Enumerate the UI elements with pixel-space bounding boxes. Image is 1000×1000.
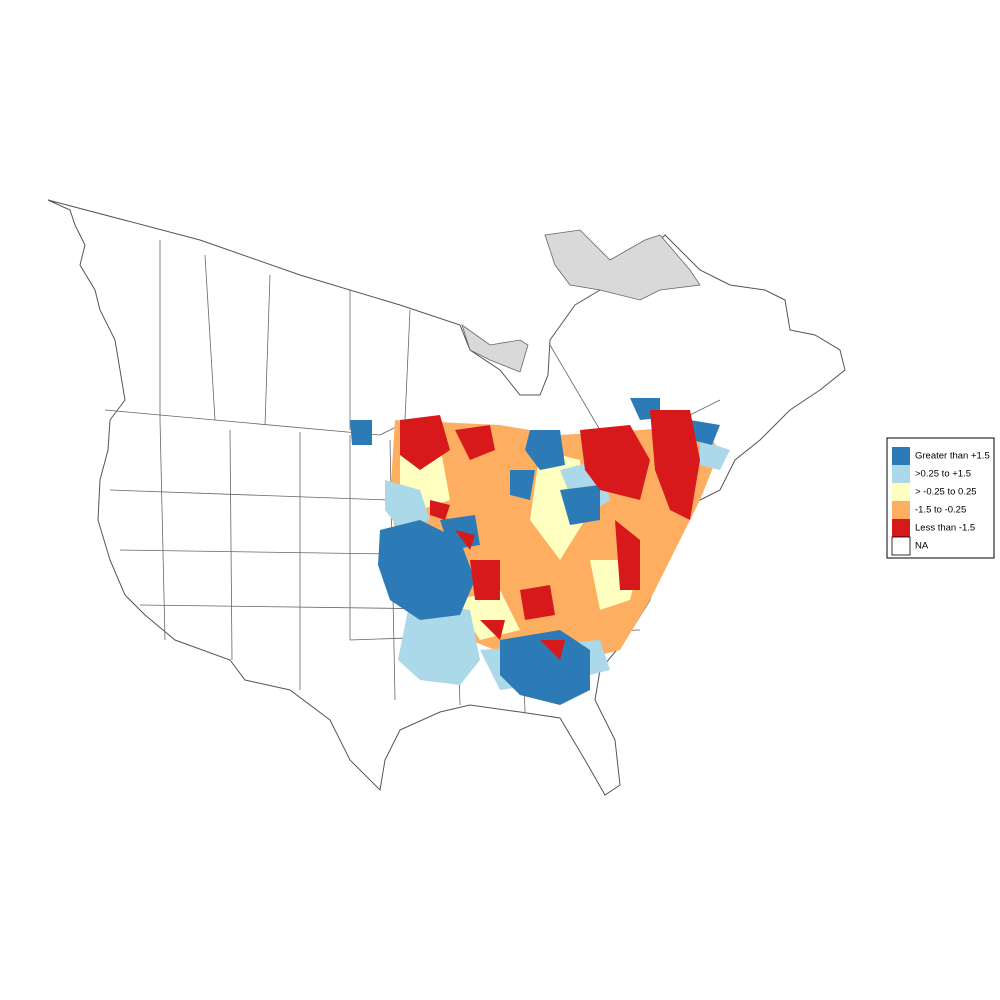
legend-swatch [892,483,910,501]
na-region [544,229,701,301]
legend-label: NA [915,541,929,552]
na-region [461,323,529,373]
legend-label: >0.25 to +1.5 [915,469,971,480]
data-cells [350,398,730,705]
legend-label: -1.5 to -0.25 [915,505,966,516]
legend-label: Greater than +1.5 [915,451,990,462]
legend: Greater than +1.5 >0.25 to +1.5 > -0.25 to… [886,437,995,559]
legend-label: > -0.25 to 0.25 [915,487,977,498]
legend-swatch [892,447,910,465]
legend-label: Less than -1.5 [915,523,975,534]
legend-swatch [892,519,910,537]
legend-swatch [891,536,911,556]
legend-swatch [892,465,910,483]
legend-swatch [892,501,910,519]
